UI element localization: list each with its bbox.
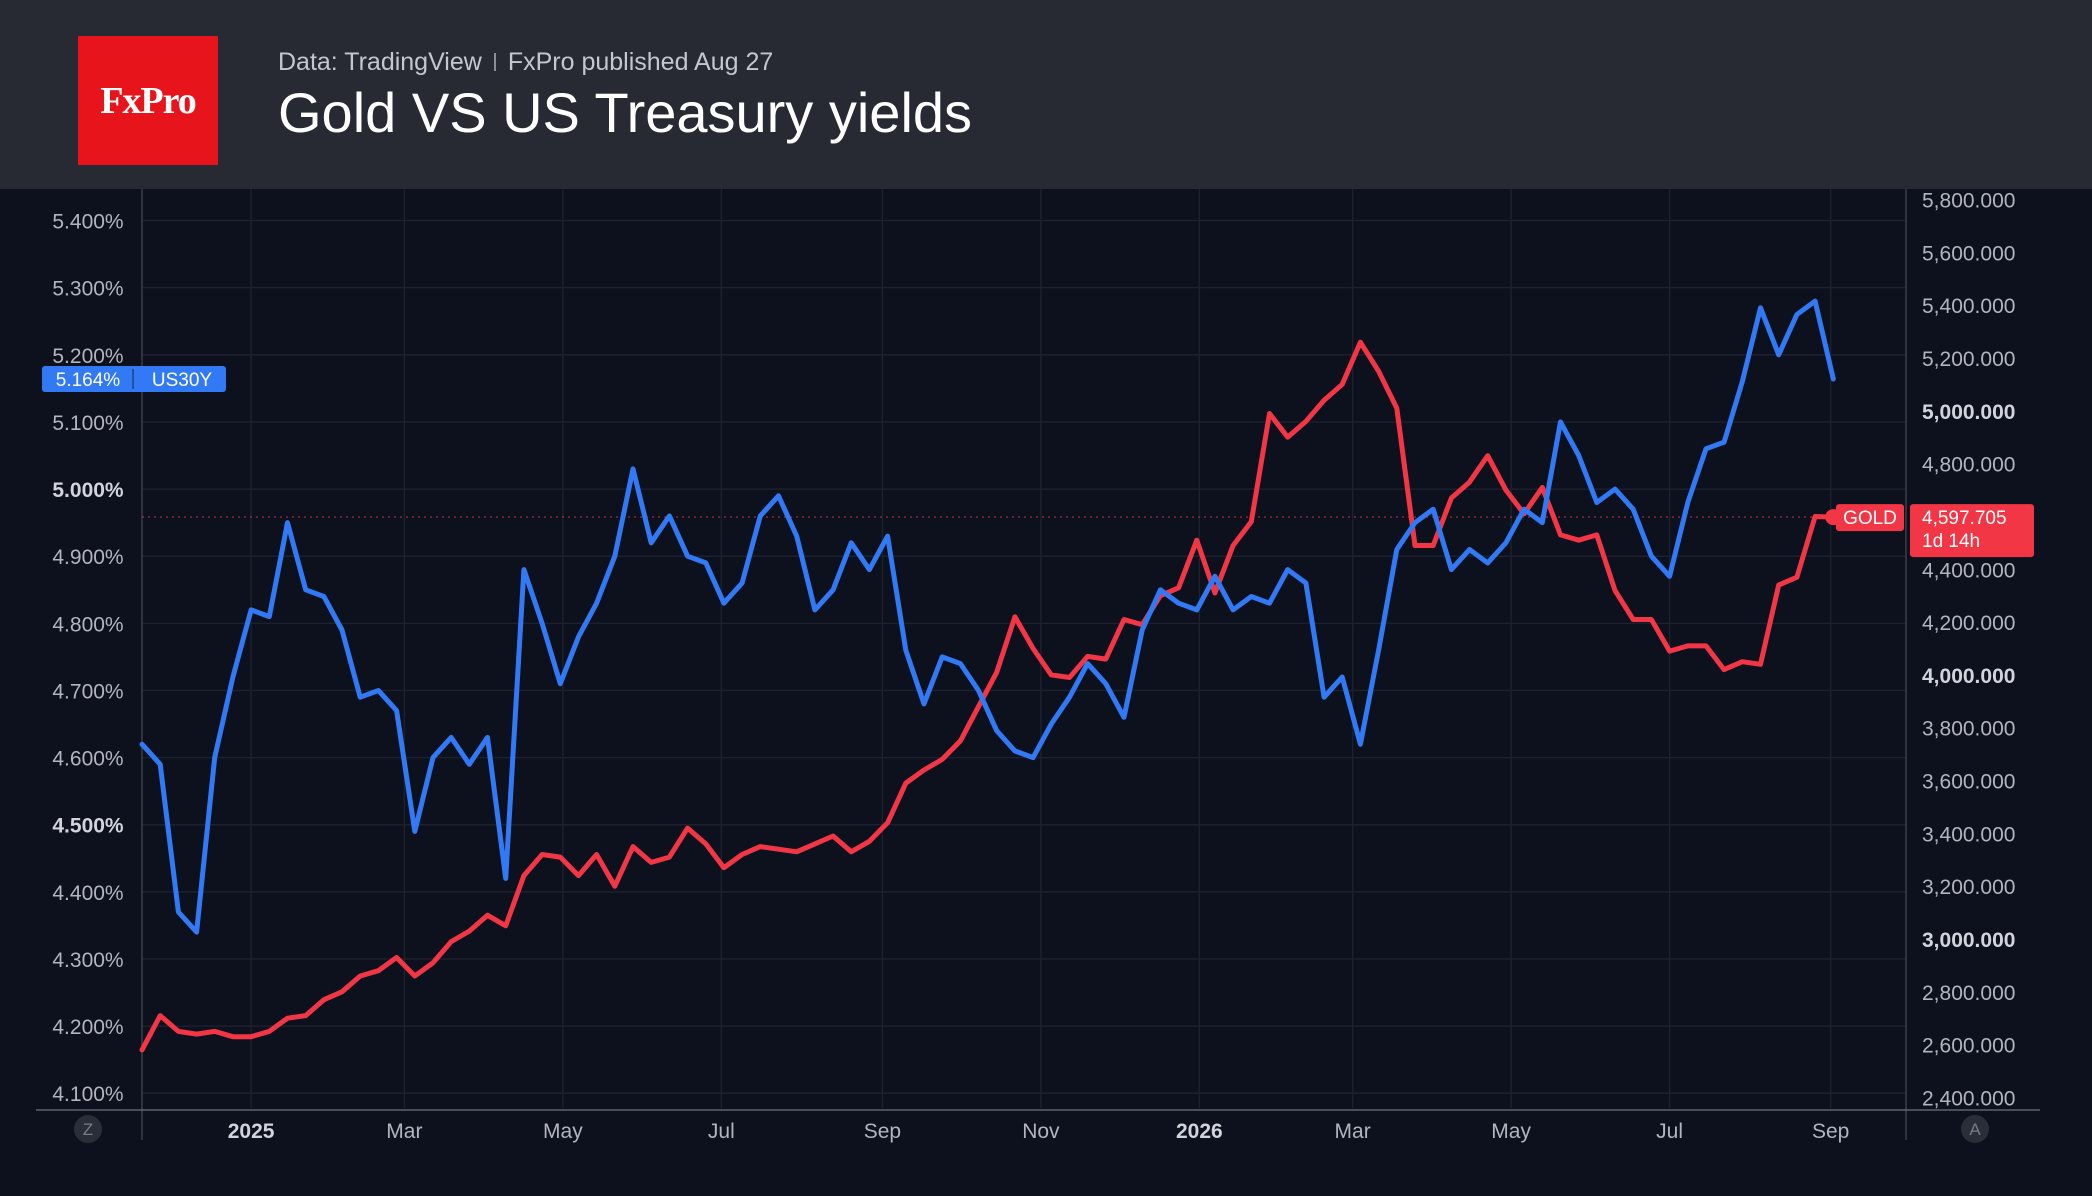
time-tick-label: Sep <box>1812 1120 1849 1143</box>
auto-scale-button-label: A <box>1969 1120 1981 1139</box>
time-tick-label: May <box>1491 1120 1531 1143</box>
right-tick-label: 3,200.000 <box>1922 876 2015 899</box>
source-text: Data: TradingView <box>278 48 482 76</box>
time-tick-label: Jul <box>1656 1120 1683 1143</box>
left-tick-label: 4.300% <box>52 949 123 972</box>
left-tick-label: 5.200% <box>52 345 123 368</box>
series-lines <box>139 298 1906 1053</box>
time-tick-label: May <box>543 1120 583 1143</box>
right-tick-label: 2,600.000 <box>1922 1035 2015 1058</box>
right-tick-label: 4,800.000 <box>1922 454 2015 477</box>
us30y-series-line <box>139 298 1836 935</box>
right-tick-label: 3,000.000 <box>1922 929 2015 952</box>
time-tick-label: Sep <box>864 1120 901 1143</box>
right-tick-label: 4,400.000 <box>1922 559 2015 582</box>
right-tick-label: 2,400.000 <box>1922 1087 2015 1110</box>
left-tick-label: 5.300% <box>52 278 123 301</box>
left-tick-label: 4.900% <box>52 546 123 569</box>
publisher-text: FxPro published Aug 27 <box>507 48 774 76</box>
header-bar: FxPro Data: TradingView FxPro published A… <box>0 0 2092 189</box>
time-tick-label: Jul <box>708 1120 735 1143</box>
time-tick-label: Mar <box>1335 1120 1371 1143</box>
gold-name-box <box>1836 504 1904 532</box>
axes <box>36 189 2040 1140</box>
left-price-scale[interactable]: 4.100% 4.200% 4.300% 4.400% 4.500% 4.600% 4.70… <box>52 211 124 1107</box>
zoom-reset-button[interactable]: Z <box>74 1115 102 1143</box>
gold-series-name: GOLD <box>1843 508 1897 529</box>
right-tick-label: 5,200.000 <box>1922 348 2015 371</box>
time-tick-label: Nov <box>1022 1120 1060 1143</box>
right-tick-label: 5,000.000 <box>1922 401 2015 424</box>
left-tick-label: 4.500% <box>52 815 124 838</box>
zoom-reset-button-label: Z <box>83 1120 93 1139</box>
auto-scale-button-bg <box>1961 1115 1989 1143</box>
page-title: Gold VS US Treasury yields <box>278 81 973 144</box>
left-tick-label: 4.800% <box>52 613 123 636</box>
separator <box>493 53 496 71</box>
right-tick-label: 3,400.000 <box>1922 823 2015 846</box>
chart-area[interactable]: 4.100% 4.200% 4.300% 4.400% 4.500% 4.600% 4.70… <box>0 189 2092 1196</box>
right-tick-label: 5,600.000 <box>1922 242 2015 265</box>
left-tick-label: 5.400% <box>52 211 123 234</box>
right-tick-label: 3,800.000 <box>1922 718 2015 741</box>
right-price-scale[interactable]: 2,400.000 2,600.000 2,800.000 3,000.000 3,20… <box>1922 190 2015 1111</box>
gold-series-line <box>139 339 1836 1053</box>
right-tick-label: 2,800.000 <box>1922 982 2015 1005</box>
us30y-last-value: 5.164% <box>56 370 121 391</box>
right-tick-label: 5,800.000 <box>1922 190 2015 213</box>
left-tick-label: 4.200% <box>52 1016 123 1039</box>
us30y-series-name: US30Y <box>152 370 213 391</box>
auto-scale-button[interactable]: A <box>1961 1115 1989 1143</box>
left-tick-label: 4.400% <box>52 882 123 905</box>
right-tick-label: 4,200.000 <box>1922 612 2015 635</box>
right-tick-label: 4,000.000 <box>1922 665 2015 688</box>
right-tick-label: 5,400.000 <box>1922 295 2015 318</box>
gold-last-value: 4,597.705 <box>1922 508 2007 529</box>
us30y-label-box <box>42 365 226 392</box>
source-line: Data: TradingView FxPro published Aug 27 <box>278 48 773 77</box>
time-tick-label: 2025 <box>228 1120 275 1143</box>
right-tick-label: 3,600.000 <box>1922 771 2015 794</box>
gold-value-box <box>1910 504 2034 558</box>
gold-countdown: 1d 14h <box>1922 531 1980 552</box>
time-tick-label: 2026 <box>1176 1120 1223 1143</box>
fxpro-logo: FxPro <box>78 36 218 165</box>
zoom-reset-button-bg <box>74 1115 102 1143</box>
left-tick-label: 4.600% <box>52 748 123 771</box>
left-tick-label: 4.700% <box>52 680 123 703</box>
left-tick-label: 4.100% <box>52 1083 123 1106</box>
left-tick-label: 5.100% <box>52 412 123 435</box>
time-tick-label: Mar <box>386 1120 422 1143</box>
time-scale[interactable]: 2025 Mar May Jul Sep Nov 2026 Mar May Jul Sep <box>228 1120 1850 1143</box>
left-tick-label: 5.000% <box>52 479 124 502</box>
